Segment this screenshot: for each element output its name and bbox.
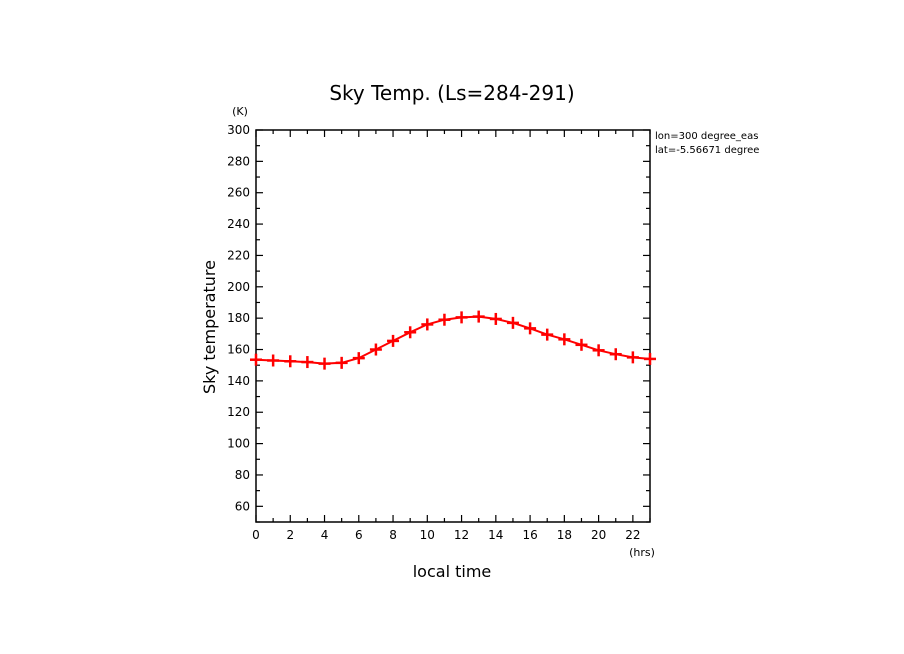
y-axis-label: Sky temperature <box>200 260 219 394</box>
y-tick-label: 80 <box>235 468 250 482</box>
y-tick-label: 140 <box>227 374 250 388</box>
data-point <box>318 357 331 370</box>
data-point <box>524 322 537 335</box>
y-tick-label: 260 <box>227 186 250 200</box>
y-tick-label: 200 <box>227 280 250 294</box>
data-point <box>592 344 605 357</box>
y-ticks: 60 80 100 120 140 160 180 200 220 240 260 280 300 <box>227 123 650 523</box>
data-point <box>404 326 417 339</box>
data-point <box>506 316 519 329</box>
data-point <box>609 348 622 361</box>
y-tick-label: 60 <box>235 499 250 513</box>
data-point <box>626 351 639 364</box>
x-unit-label: (hrs) <box>629 546 655 559</box>
series-layer <box>250 310 656 370</box>
x-tick-label: 10 <box>420 528 435 542</box>
x-tick-label: 14 <box>488 528 503 542</box>
y-tick-label: 100 <box>227 437 250 451</box>
data-point <box>352 352 365 365</box>
y-unit-label: (K) <box>232 105 248 118</box>
data-point <box>541 328 554 341</box>
data-point <box>267 354 280 367</box>
y-tick-label: 220 <box>227 248 250 262</box>
x-tick-label: 2 <box>286 528 294 542</box>
data-point <box>438 313 451 326</box>
y-tick-label: 280 <box>227 154 250 168</box>
plot-frame <box>255 129 651 523</box>
annotation-lon: lon=300 degree_eas <box>655 131 758 142</box>
data-point <box>387 334 400 347</box>
data-point <box>284 355 297 368</box>
data-point <box>369 343 382 356</box>
x-tick-label: 12 <box>454 528 469 542</box>
y-tick-label: 240 <box>227 217 250 231</box>
x-tick-label: 18 <box>557 528 572 542</box>
y-tick-label: 180 <box>227 311 250 325</box>
data-point <box>421 318 434 331</box>
data-point <box>335 356 348 369</box>
series-line <box>255 315 651 365</box>
data-point <box>472 310 485 323</box>
annotation-lat: lat=-5.56671 degree <box>655 145 759 156</box>
y-tick-label: 120 <box>227 405 250 419</box>
chart-title: Sky Temp. (Ls=284-291) <box>329 81 574 105</box>
y-tick-label: 300 <box>227 123 250 137</box>
data-point <box>489 312 502 325</box>
data-point <box>301 356 314 369</box>
data-point <box>455 311 468 324</box>
data-point <box>644 352 656 365</box>
x-tick-label: 16 <box>522 528 537 542</box>
x-ticks: 0 2 4 6 8 10 12 14 16 18 20 22 <box>252 130 651 542</box>
x-tick-label: 22 <box>625 528 640 542</box>
data-point <box>558 333 571 346</box>
data-point <box>250 353 262 366</box>
x-axis-label: local time <box>413 562 492 581</box>
x-tick-label: 20 <box>591 528 606 542</box>
x-tick-label: 0 <box>252 528 260 542</box>
x-tick-label: 6 <box>355 528 363 542</box>
x-tick-label: 4 <box>321 528 329 542</box>
y-tick-label: 160 <box>227 343 250 357</box>
data-point <box>575 338 588 351</box>
x-tick-label: 8 <box>389 528 397 542</box>
